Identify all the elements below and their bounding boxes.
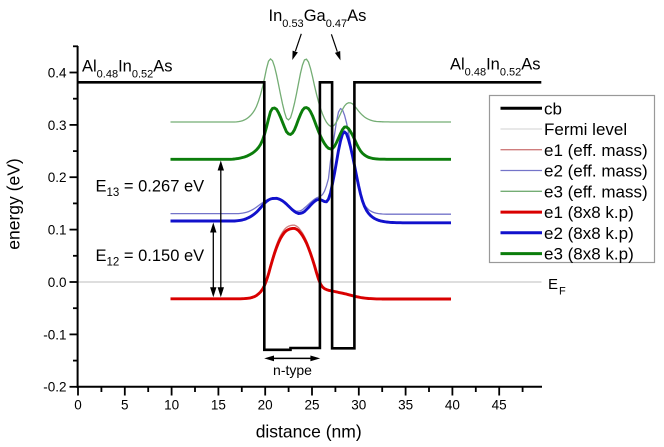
svg-text:E12 = 0.150 eV: E12 = 0.150 eV xyxy=(96,247,205,269)
svg-text:e2 (8x8 k.p): e2 (8x8 k.p) xyxy=(544,224,634,243)
svg-text:0.4: 0.4 xyxy=(48,65,67,80)
svg-text:0.2: 0.2 xyxy=(48,170,67,185)
svg-text:E: E xyxy=(548,276,558,293)
svg-text:e2 (eff. mass): e2 (eff. mass) xyxy=(544,162,648,181)
svg-text:40: 40 xyxy=(445,397,460,412)
svg-text:-0.1: -0.1 xyxy=(43,327,66,342)
svg-text:n-type: n-type xyxy=(273,362,312,378)
svg-text:25: 25 xyxy=(304,397,319,412)
svg-text:15: 15 xyxy=(211,397,226,412)
svg-text:distance (nm): distance (nm) xyxy=(256,421,362,441)
svg-text:e1 (8x8 k.p): e1 (8x8 k.p) xyxy=(544,203,634,222)
svg-text:e3 (8x8 k.p): e3 (8x8 k.p) xyxy=(544,245,634,264)
svg-text:30: 30 xyxy=(351,397,366,412)
svg-text:45: 45 xyxy=(492,397,507,412)
svg-text:cb: cb xyxy=(544,99,562,118)
svg-text:0.0: 0.0 xyxy=(48,275,67,290)
svg-text:e3 (eff. mass): e3 (eff. mass) xyxy=(544,182,648,201)
svg-text:-0.2: -0.2 xyxy=(43,380,66,395)
svg-text:5: 5 xyxy=(121,397,129,412)
svg-text:35: 35 xyxy=(398,397,413,412)
svg-text:10: 10 xyxy=(164,397,179,412)
svg-text:20: 20 xyxy=(258,397,273,412)
svg-text:0.1: 0.1 xyxy=(48,223,67,238)
svg-text:0: 0 xyxy=(74,397,82,412)
svg-text:0.3: 0.3 xyxy=(48,118,67,133)
svg-text:energy (eV): energy (eV) xyxy=(4,158,24,249)
svg-text:E13 = 0.267 eV: E13 = 0.267 eV xyxy=(96,178,205,200)
svg-text:F: F xyxy=(559,286,566,298)
svg-text:e1 (eff. mass): e1 (eff. mass) xyxy=(544,141,648,160)
svg-text:Fermi level: Fermi level xyxy=(544,120,627,139)
